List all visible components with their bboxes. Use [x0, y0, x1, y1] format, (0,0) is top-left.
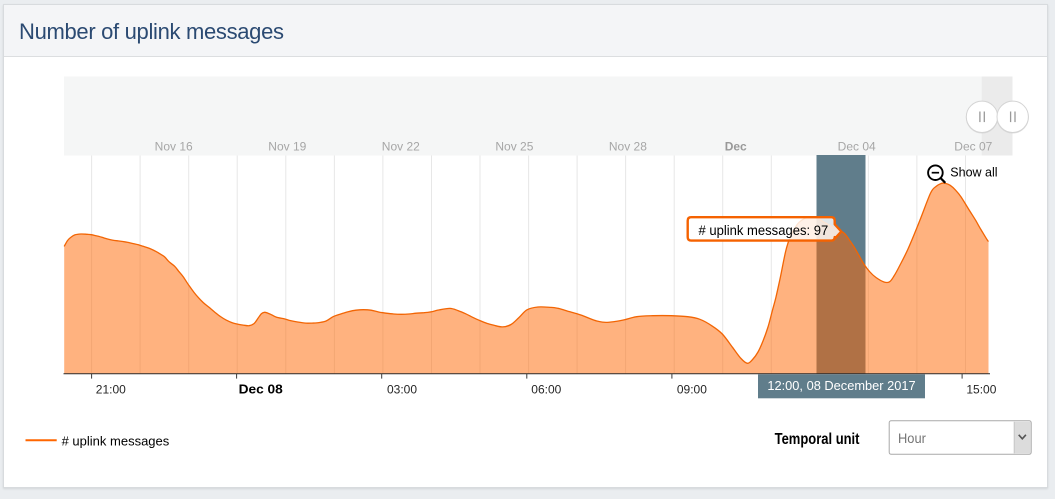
svg-text:09:00: 09:00: [677, 383, 707, 397]
svg-text:03:00: 03:00: [387, 383, 417, 397]
svg-text:Dec 07: Dec 07: [954, 140, 992, 154]
svg-text:Temporal unit: Temporal unit: [775, 431, 860, 448]
svg-text:21:00: 21:00: [96, 383, 126, 397]
svg-text:06:00: 06:00: [531, 383, 561, 397]
svg-text:15:00: 15:00: [966, 383, 996, 397]
svg-text:Show all: Show all: [950, 166, 997, 180]
svg-text:Hour: Hour: [898, 430, 926, 446]
svg-text:Dec 04: Dec 04: [838, 140, 876, 154]
svg-text:# uplink messages: # uplink messages: [62, 434, 170, 449]
svg-text:Nov 19: Nov 19: [268, 140, 306, 154]
svg-text:Nov 16: Nov 16: [155, 140, 193, 154]
svg-text:# uplink messages: 97: # uplink messages: 97: [699, 223, 829, 238]
svg-text:Dec: Dec: [725, 140, 747, 154]
svg-text:Dec 08: Dec 08: [239, 383, 283, 397]
svg-text:Nov 25: Nov 25: [495, 140, 533, 154]
svg-text:Nov 22: Nov 22: [382, 140, 420, 154]
svg-text:Nov 28: Nov 28: [609, 140, 647, 154]
svg-text:12:00, 08 December 2017: 12:00, 08 December 2017: [767, 378, 915, 393]
